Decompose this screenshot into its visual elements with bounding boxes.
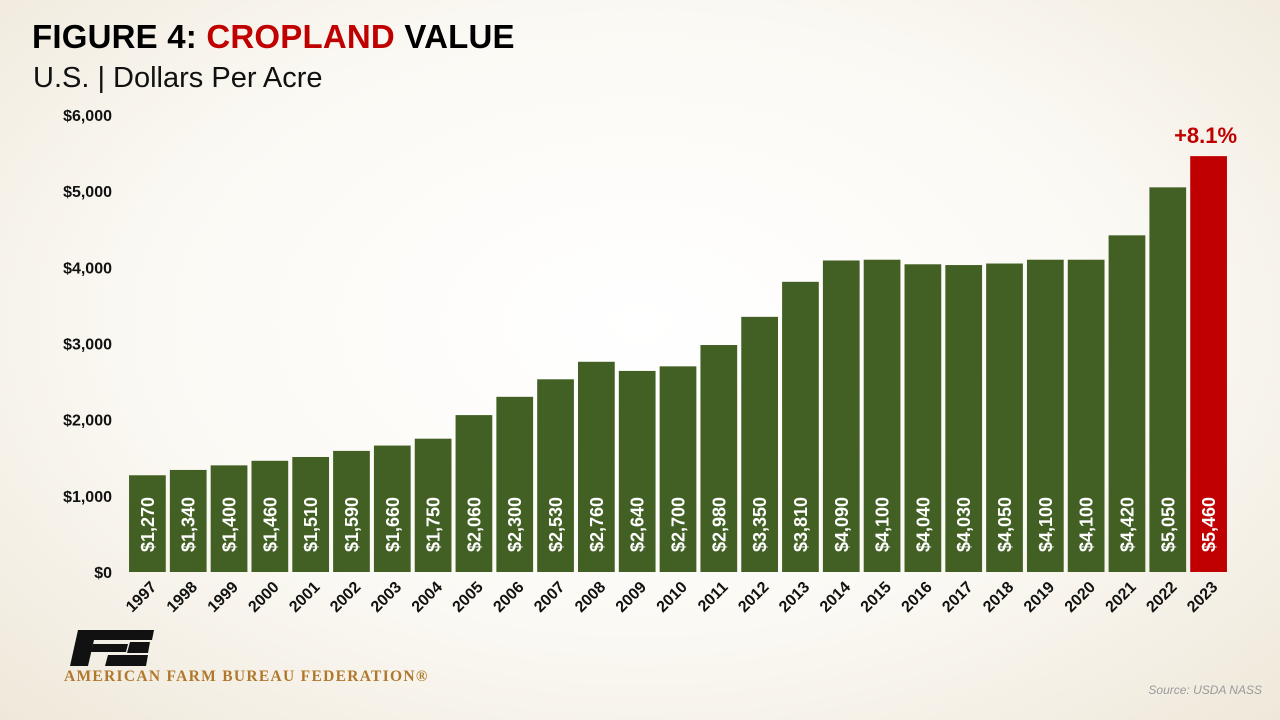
x-tick-label-2012: 2012: [735, 579, 772, 616]
x-tick-label-2005: 2005: [450, 579, 487, 616]
source-note: Source: USDA NASS: [1148, 683, 1262, 697]
value-label-2012: $3,350: [750, 497, 770, 552]
bar-2018: [986, 263, 1023, 572]
bar-2017: [945, 265, 983, 572]
bar-2004: [414, 438, 452, 572]
x-tick-label-2018: 2018: [980, 579, 1017, 616]
value-label-2014: $4,090: [832, 497, 852, 552]
x-tick-label-2006: 2006: [490, 579, 527, 616]
value-label-2007: $2,530: [546, 497, 566, 552]
x-tick-label-2021: 2021: [1103, 579, 1140, 616]
y-tick-label: $0: [94, 565, 112, 582]
x-tick-label-2011: 2011: [695, 579, 732, 616]
value-label-2000: $1,460: [260, 497, 280, 552]
chart-title: FIGURE 4: CROPLAND VALUE: [32, 18, 515, 56]
x-tick-label-2017: 2017: [939, 579, 976, 616]
bar-1999: [210, 465, 248, 572]
bar-2001: [292, 456, 330, 572]
value-label-1998: $1,340: [179, 497, 199, 552]
value-label-1997: $1,270: [138, 497, 158, 552]
x-tick-label-1997: 1997: [123, 579, 160, 616]
title-prefix: FIGURE 4:: [32, 18, 207, 55]
value-label-2017: $4,030: [954, 497, 974, 552]
value-label-2004: $1,750: [424, 497, 444, 552]
y-tick-label: $5,000: [63, 184, 112, 201]
value-label-2009: $2,640: [628, 497, 648, 552]
value-label-2001: $1,510: [301, 497, 321, 552]
x-tick-label-2001: 2001: [286, 579, 323, 616]
bar-2014: [822, 260, 860, 572]
bar-2007: [537, 379, 574, 572]
value-label-2002: $1,590: [342, 497, 362, 552]
x-tick-label-2010: 2010: [654, 579, 691, 616]
bar-2006: [496, 396, 534, 572]
value-label-2019: $4,100: [1036, 497, 1056, 552]
x-tick-label-2020: 2020: [1062, 579, 1099, 616]
value-label-1999: $1,400: [220, 497, 240, 552]
value-label-2022: $5,050: [1158, 497, 1178, 552]
y-tick-label: $2,000: [63, 413, 112, 430]
x-tick-label-2015: 2015: [858, 579, 895, 616]
bar-2013: [782, 281, 819, 572]
value-label-2011: $2,980: [709, 497, 729, 552]
chart-subtitle: U.S. | Dollars Per Acre: [33, 62, 323, 94]
title-suffix: VALUE: [394, 18, 515, 55]
x-tick-label-2016: 2016: [899, 579, 936, 616]
value-label-2020: $4,100: [1077, 497, 1097, 552]
bar-2000: [251, 460, 289, 572]
value-label-2021: $4,420: [1117, 497, 1137, 552]
bar-2021: [1108, 235, 1146, 573]
bar-2016: [904, 264, 942, 572]
value-label-2023: $5,460: [1199, 497, 1219, 552]
bar-2005: [455, 415, 493, 572]
x-tick-label-2009: 2009: [613, 579, 650, 616]
value-label-2003: $1,660: [383, 497, 403, 552]
x-tick-label-2000: 2000: [245, 579, 282, 616]
value-label-2018: $4,050: [995, 497, 1015, 552]
x-tick-label-2004: 2004: [409, 579, 446, 616]
bar-2012: [741, 316, 778, 572]
bar-2011: [700, 345, 738, 572]
bar-2019: [1026, 259, 1064, 572]
y-tick-label: $6,000: [63, 108, 112, 125]
growth-annotation: +8.1%: [1174, 123, 1237, 148]
x-tick-label-2013: 2013: [776, 579, 813, 616]
x-tick-label-2022: 2022: [1143, 579, 1180, 616]
bar-2015: [863, 259, 901, 572]
bar-2010: [659, 366, 697, 572]
x-tick-label-2008: 2008: [572, 579, 609, 616]
bar-2009: [618, 370, 656, 572]
x-tick-label-2003: 2003: [368, 579, 405, 616]
bar-2022: [1149, 187, 1187, 572]
x-tick-label-2014: 2014: [817, 579, 854, 616]
y-tick-label: $1,000: [63, 489, 112, 506]
value-label-2008: $2,760: [587, 497, 607, 552]
value-label-2010: $2,700: [669, 497, 689, 552]
bar-1998: [169, 469, 207, 572]
value-label-2015: $4,100: [873, 497, 893, 552]
x-tick-label-2007: 2007: [531, 579, 568, 616]
bar-2003: [373, 445, 411, 572]
bar-1997: [129, 475, 166, 572]
bar-2002: [333, 450, 370, 572]
bar-2008: [578, 361, 615, 572]
value-label-2016: $4,040: [913, 497, 933, 552]
title-highlight: CROPLAND: [206, 18, 395, 55]
x-tick-label-2023: 2023: [1184, 579, 1221, 616]
bar-2020: [1067, 259, 1105, 572]
bar-2023: [1190, 156, 1227, 572]
x-tick-label-1999: 1999: [205, 579, 242, 616]
x-tick-label-1998: 1998: [164, 579, 201, 616]
value-label-2006: $2,300: [505, 497, 525, 552]
y-tick-label: $4,000: [63, 260, 112, 277]
x-tick-label-2019: 2019: [1021, 579, 1058, 616]
org-name: AMERICAN FARM BUREAU FEDERATION®: [64, 668, 429, 685]
value-label-2013: $3,810: [791, 497, 811, 552]
y-tick-label: $3,000: [63, 337, 112, 354]
x-tick-label-2002: 2002: [327, 579, 364, 616]
fb-logo-icon: [70, 630, 154, 666]
value-label-2005: $2,060: [464, 497, 484, 552]
